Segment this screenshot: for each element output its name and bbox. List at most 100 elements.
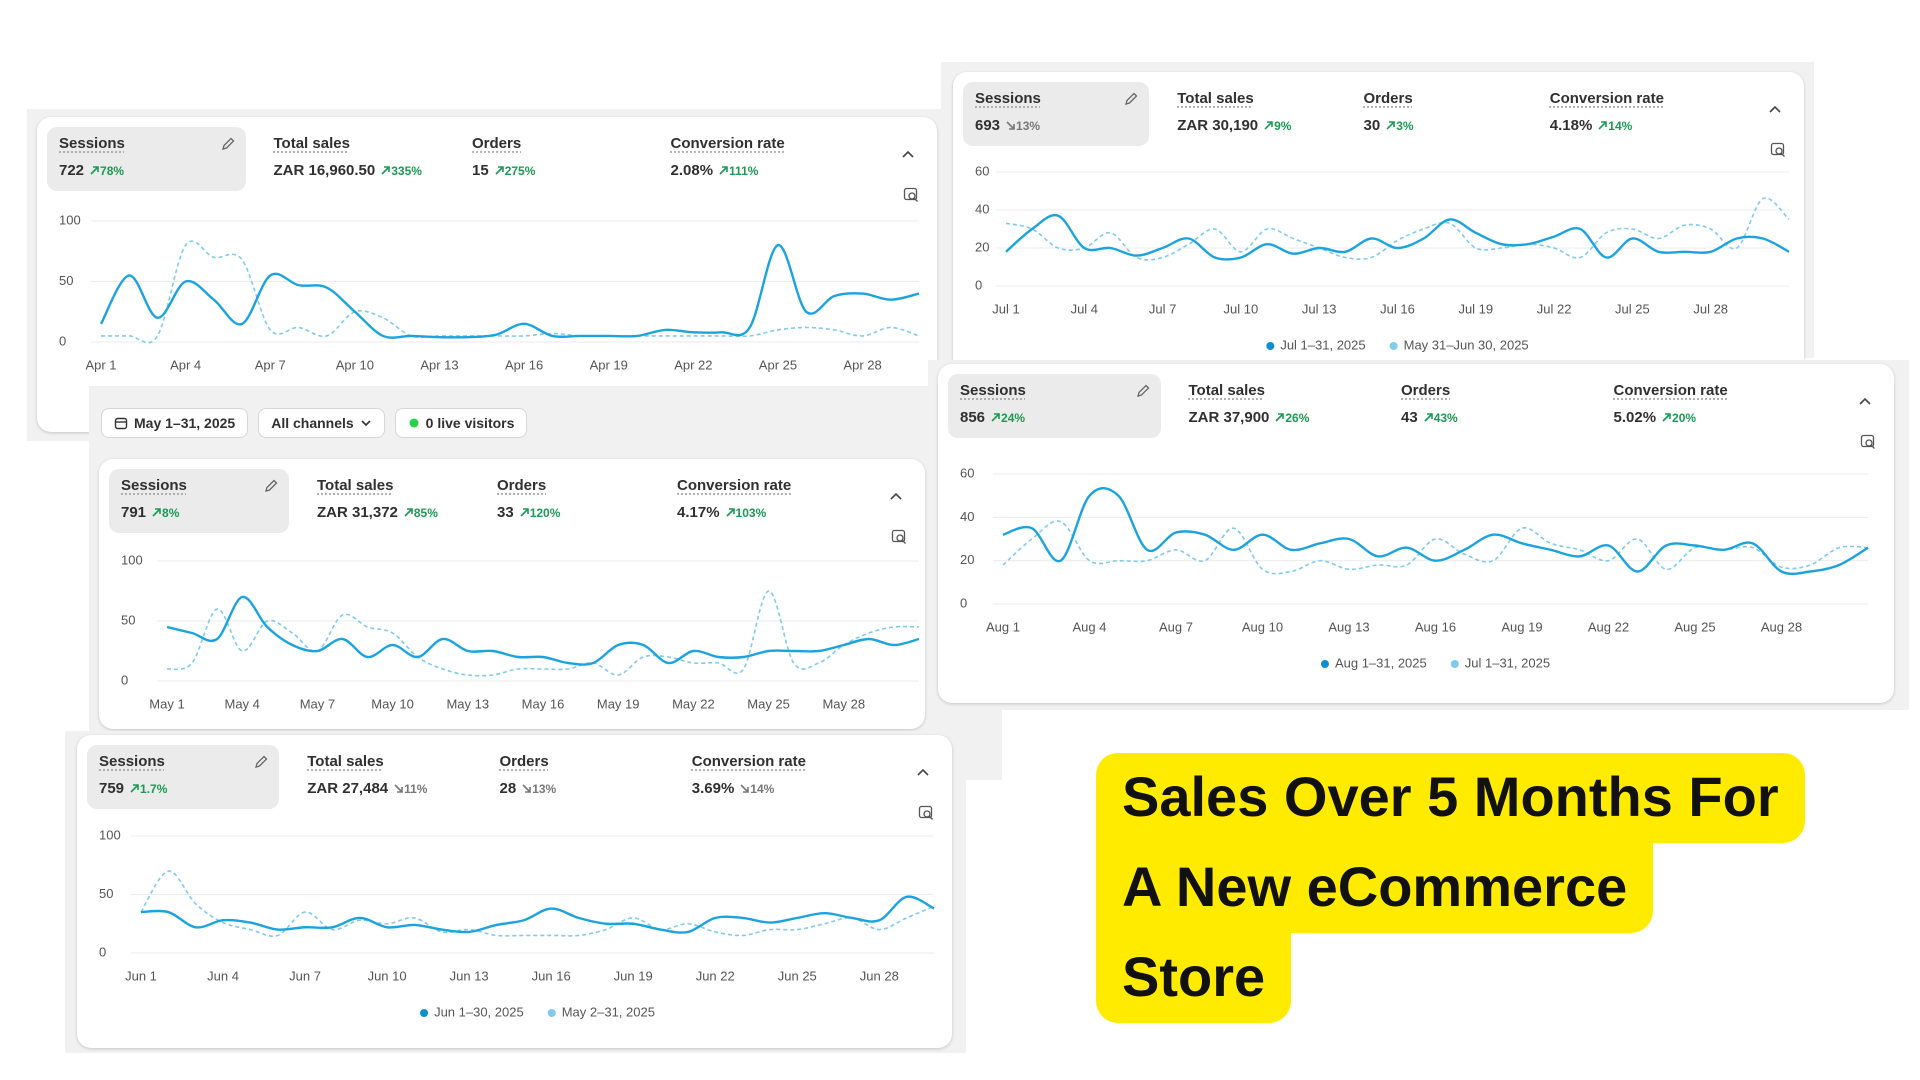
metric[interactable]: Conversion rate 2.08% 111% <box>659 127 858 191</box>
calendar-icon <box>114 417 128 430</box>
metric-label: Conversion rate <box>677 477 792 494</box>
x-tick-label: May 22 <box>672 696 715 711</box>
metric[interactable]: Sessions 791 8% <box>109 469 289 533</box>
filter-bar: May 1–31, 2025 All channels 0 live visitor… <box>101 408 528 438</box>
trend-arrow <box>719 166 728 175</box>
chevron-down <box>361 420 371 427</box>
trend-arrow <box>1662 413 1671 422</box>
metric-value-row: 28 13% <box>500 780 668 797</box>
metric[interactable]: Sessions 722 78% <box>47 127 246 191</box>
chart-options-icon[interactable] <box>891 529 907 545</box>
x-tick-label: May 1 <box>149 696 184 711</box>
metric-change: 24% <box>991 411 1025 425</box>
metric-change: 1.7% <box>130 782 167 796</box>
y-tick-label: 100 <box>59 212 81 227</box>
filter-pill[interactable]: All channels <box>258 408 385 438</box>
chart-options-icon[interactable] <box>903 187 919 203</box>
x-tick-label: Aug 7 <box>1159 619 1193 634</box>
filter-pill[interactable]: May 1–31, 2025 <box>101 408 249 438</box>
metric-value-row: 856 24% <box>960 409 1149 426</box>
metric[interactable]: Total sales ZAR 27,484 11% <box>295 745 487 809</box>
collapse-icon[interactable] <box>889 489 903 503</box>
metric-value-row: 4.18% 14% <box>1550 117 1712 134</box>
chart: 0 20 40 60 Aug 1 Aug 4 Aug 7 Aug 10 Aug 13 Aug 16… <box>960 465 1869 670</box>
banner-line: Sales Over 5 Months For <box>1096 753 1805 843</box>
chart-card: 0 50 100 Apr 1 Apr 4 Apr 7 Apr 10 Apr 13 Apr 16 A… <box>37 117 937 432</box>
metric-value-row: 43 43% <box>1401 409 1590 426</box>
edit-icon <box>1125 92 1138 105</box>
legend-swatch <box>1450 660 1459 668</box>
metric[interactable]: Orders 33 120% <box>485 469 665 533</box>
x-tick-label: Jul 22 <box>1537 301 1572 316</box>
metric-change-value: 26% <box>1285 410 1310 425</box>
x-tick-label: Apr 7 <box>255 357 286 372</box>
x-tick-label: Apr 16 <box>505 357 543 372</box>
trend-arrow <box>404 508 413 517</box>
metric[interactable]: Sessions 759 1.7% <box>87 745 280 809</box>
legend-label: Jul 1–31, 2025 <box>1465 655 1550 670</box>
x-tick-label: Jul 7 <box>1149 301 1176 316</box>
x-tick-label: Jul 1 <box>992 301 1019 316</box>
chart-options-icon[interactable] <box>918 805 934 821</box>
metric[interactable]: Sessions 856 24% <box>948 374 1161 438</box>
metric[interactable]: Conversion rate 4.17% 103% <box>665 469 845 533</box>
metric-change-value: 85% <box>413 505 438 520</box>
metric[interactable]: Conversion rate 5.02% 20% <box>1602 374 1815 438</box>
trend-arrow <box>381 166 391 175</box>
metric[interactable]: Sessions 693 13% <box>963 82 1150 146</box>
metric-change-value: 13% <box>532 781 557 796</box>
metric-label: Conversion rate <box>670 135 785 152</box>
collapse-icon[interactable] <box>1768 102 1782 116</box>
y-tick-label: 0 <box>975 277 982 292</box>
y-tick-label: 0 <box>960 595 967 610</box>
collapse-icon[interactable] <box>916 765 930 779</box>
x-tick-label: Jul 13 <box>1302 301 1337 316</box>
edit-icon <box>221 137 234 150</box>
metric-change: 14% <box>1598 119 1632 133</box>
metric[interactable]: Conversion rate 3.69% 14% <box>680 745 872 809</box>
metric[interactable]: Orders 15 275% <box>460 127 659 191</box>
y-tick-label: 20 <box>975 239 989 254</box>
series-line <box>166 590 920 677</box>
x-tick-label: Aug 25 <box>1674 619 1715 634</box>
x-tick-label: Jun 13 <box>450 968 489 983</box>
y-tick-label: 100 <box>121 552 143 567</box>
metric-change: 14% <box>740 782 774 796</box>
metric[interactable]: Total sales ZAR 37,900 26% <box>1177 374 1390 438</box>
metric[interactable]: Orders 43 43% <box>1389 374 1602 438</box>
x-tick-label: Apr 10 <box>336 357 374 372</box>
legend-label: May 31–Jun 30, 2025 <box>1404 337 1529 352</box>
metric[interactable]: Total sales ZAR 30,190 9% <box>1165 82 1351 146</box>
collapse-icon[interactable] <box>1858 394 1872 408</box>
metric-value: ZAR 30,190 <box>1177 117 1259 134</box>
x-tick-label: Jul 28 <box>1693 301 1728 316</box>
series-line <box>99 244 920 339</box>
x-tick-label: Jul 4 <box>1071 301 1098 316</box>
metric-label: Conversion rate <box>1613 382 1728 399</box>
metrics-row: Sessions 759 1.7% Total sales ZAR 27,484 11% O… <box>87 745 872 809</box>
metric-change-value: 103% <box>735 505 767 520</box>
metric[interactable]: Orders 30 3% <box>1352 82 1538 146</box>
chart-options-icon[interactable] <box>1770 142 1786 158</box>
trend-arrow <box>991 413 1000 422</box>
metric-value: ZAR 16,960.50 <box>273 162 376 179</box>
metric-change-value: 335% <box>391 163 422 178</box>
metric[interactable]: Total sales ZAR 16,960.50 335% <box>262 127 461 191</box>
chart-options-icon[interactable] <box>1860 434 1876 450</box>
series-line <box>1002 520 1869 575</box>
y-tick-label: 50 <box>99 886 113 901</box>
metric[interactable]: Conversion rate 4.18% 14% <box>1538 82 1724 146</box>
series-line <box>101 240 920 344</box>
legend-label: Jun 1–30, 2025 <box>434 1004 524 1019</box>
metric[interactable]: Total sales ZAR 31,372 85% <box>305 469 485 533</box>
x-tick-label: Jun 10 <box>368 968 407 983</box>
chart: 0 50 100 May 1 May 4 May 7 May 10 May 13 May 16 M… <box>121 552 920 711</box>
metric[interactable]: Orders 28 13% <box>488 745 680 809</box>
metric-change-value: 111% <box>729 163 759 178</box>
metric-value: ZAR 37,900 <box>1188 409 1270 426</box>
collapse-icon[interactable] <box>901 147 915 161</box>
edit-icon <box>265 479 278 492</box>
filter-pill[interactable]: 0 live visitors <box>394 408 528 438</box>
x-tick-label: Apr 4 <box>170 357 201 372</box>
trend-arrow <box>740 784 750 793</box>
